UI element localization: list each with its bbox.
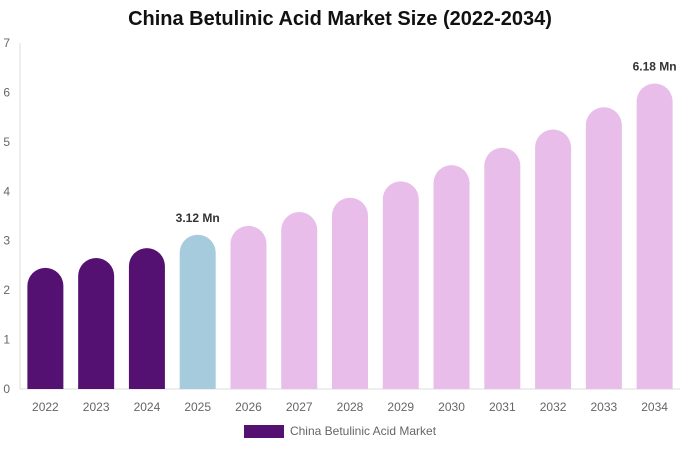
x-tick-label: 2026 (235, 400, 262, 414)
data-labels: 3.12 Mn 6.18 Mn (176, 60, 677, 225)
x-tick-label: 2024 (134, 400, 161, 414)
x-tick-label: 2033 (590, 400, 617, 414)
y-tick-label: 1 (3, 333, 10, 347)
x-tick-label: 2023 (83, 400, 110, 414)
bar-2033 (585, 107, 622, 389)
bar-2030 (433, 165, 470, 389)
bar-2032 (535, 129, 572, 389)
data-label: 6.18 Mn (633, 60, 677, 74)
y-axis: 0 1 2 3 4 5 6 7 (3, 36, 21, 396)
bar-2025 (179, 234, 216, 389)
x-tick-label: 2028 (337, 400, 364, 414)
legend: China Betulinic Acid Market (0, 424, 680, 438)
bar-2028 (332, 197, 368, 389)
bars (27, 83, 673, 389)
bar-2026 (230, 225, 267, 389)
y-tick-label: 4 (3, 184, 10, 198)
x-tick-label: 2022 (32, 400, 59, 414)
x-tick-label: 2027 (286, 400, 313, 414)
bar-2029 (382, 181, 419, 389)
y-tick-label: 0 (3, 382, 10, 396)
bar-2024 (128, 248, 165, 389)
x-tick-label: 2030 (438, 400, 465, 414)
x-tick-label: 2034 (641, 400, 668, 414)
y-tick-label: 7 (3, 36, 10, 50)
chart-title: China Betulinic Acid Market Size (2022-2… (128, 8, 552, 30)
bar-2022 (27, 267, 64, 389)
legend-label: China Betulinic Acid Market (289, 424, 437, 438)
bar-2034 (636, 83, 673, 389)
bar-2023 (78, 258, 115, 389)
y-tick-label: 6 (3, 85, 10, 99)
x-tick-label: 2031 (489, 400, 516, 414)
y-tick-label: 3 (3, 234, 10, 248)
x-axis: 2022 2023 2024 2025 2026 2027 2028 2029 2030 2031… (20, 388, 680, 414)
y-tick-label: 2 (3, 283, 10, 297)
x-tick-label: 2025 (184, 400, 211, 414)
bar-2031 (484, 147, 521, 389)
bar-2027 (281, 212, 318, 389)
x-tick-label: 2032 (540, 400, 567, 414)
x-tick-label: 2029 (387, 400, 414, 414)
data-label: 3.12 Mn (176, 211, 220, 225)
legend-swatch (243, 424, 284, 438)
y-tick-label: 5 (3, 135, 10, 149)
